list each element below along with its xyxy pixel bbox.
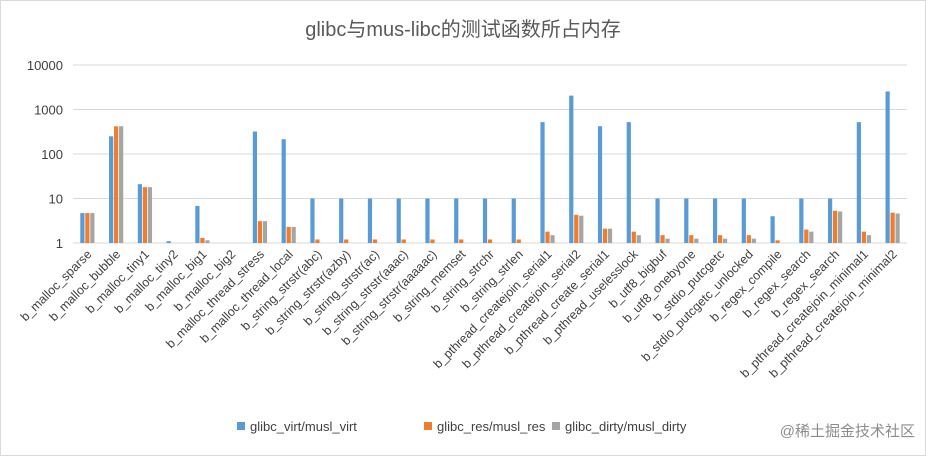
- y-tick-label: 10000: [27, 58, 63, 73]
- bar-res: [660, 235, 665, 243]
- bar-res: [430, 239, 435, 243]
- legend-label: glibc_dirty/musl_dirty: [565, 419, 687, 434]
- bar-res: [804, 229, 809, 243]
- bar-dirty: [291, 226, 296, 243]
- bar-res: [574, 214, 579, 243]
- bar-virt: [597, 126, 603, 243]
- bar-dirty: [147, 187, 152, 243]
- bar-virt: [540, 122, 545, 243]
- legend-swatch: [237, 422, 245, 430]
- bar-virt: [482, 198, 488, 243]
- bar-virt: [856, 122, 861, 243]
- bar-dirty: [579, 215, 584, 243]
- x-axis-category-labels: b_malloc_sparseb_malloc_bubbleb_malloc_t…: [18, 247, 900, 381]
- bar-res: [315, 239, 320, 243]
- y-tick-label: 10: [49, 192, 63, 207]
- chart-title: glibc与mus-libc的测试函数所占内存: [305, 18, 621, 41]
- bar-res: [775, 240, 780, 243]
- bar-virt: [684, 198, 689, 243]
- y-tick-label: 1000: [34, 103, 63, 118]
- bar-res: [85, 213, 90, 243]
- bar-res: [861, 231, 866, 243]
- y-tick-label: 1: [56, 236, 63, 251]
- bar-virt: [741, 198, 746, 243]
- bar-res: [344, 239, 349, 243]
- bar-dirty: [636, 235, 641, 243]
- bar-res: [631, 231, 636, 243]
- bar-virt: [626, 122, 631, 243]
- bar-virt: [109, 136, 114, 243]
- bar-virt: [137, 184, 142, 243]
- y-axis-tick-labels: 1 10 100 1000 10000: [27, 58, 63, 251]
- bar-dirty: [694, 238, 699, 243]
- bar-dirty: [809, 231, 814, 243]
- bar-virt: [770, 216, 775, 243]
- bar-virt: [367, 198, 373, 243]
- bar-dirty: [90, 213, 95, 243]
- bar-virt: [252, 131, 258, 243]
- bar-virt: [712, 198, 718, 243]
- y-tick-label: 100: [41, 147, 63, 162]
- bar-res: [142, 187, 147, 243]
- bar-dirty: [119, 126, 124, 243]
- bar-res: [689, 235, 694, 243]
- bar-res: [257, 221, 263, 243]
- bar-res: [286, 226, 291, 243]
- bar-res: [200, 237, 205, 243]
- bar-res: [833, 210, 838, 243]
- bar-res: [114, 126, 119, 243]
- bar-virt: [511, 198, 516, 243]
- bar-res: [890, 212, 895, 243]
- watermark-text: @稀土掘金技术社区: [780, 423, 915, 440]
- bar-res: [516, 239, 521, 243]
- bar-virt: [425, 198, 430, 243]
- bar-dirty: [665, 238, 670, 243]
- bar-virt: [655, 198, 660, 243]
- bar-res: [746, 235, 751, 243]
- bar-res: [401, 239, 406, 243]
- bar-res: [372, 239, 378, 243]
- bar-res: [602, 228, 608, 243]
- bar-dirty: [838, 211, 843, 243]
- bar-dirty: [205, 240, 210, 243]
- bars: [80, 91, 900, 243]
- bar-virt: [310, 198, 315, 243]
- legend-label: glibc_res/musl_res: [437, 419, 546, 434]
- legend-swatch: [424, 422, 432, 430]
- bar-virt: [885, 91, 890, 243]
- bar-dirty: [751, 238, 756, 243]
- bar-virt: [339, 198, 344, 243]
- bar-virt: [569, 95, 574, 243]
- bar-virt: [454, 198, 459, 243]
- legend-swatch: [552, 422, 560, 430]
- bar-dirty: [262, 221, 268, 243]
- legend: glibc_virt/musl_virt glibc_res/musl_res gl…: [237, 419, 687, 434]
- bar-dirty: [722, 238, 728, 243]
- bar-dirty: [866, 235, 871, 243]
- bar-res: [545, 231, 550, 243]
- bar-virt: [396, 198, 401, 243]
- bar-virt: [828, 198, 833, 243]
- bar-virt: [195, 205, 200, 243]
- bar-res: [717, 235, 723, 243]
- bar-virt: [166, 241, 171, 243]
- bar-virt: [799, 198, 804, 243]
- bar-dirty: [895, 213, 900, 243]
- bar-res: [459, 239, 464, 243]
- bar-dirty: [607, 228, 613, 243]
- gridlines: [73, 64, 907, 244]
- bar-res: [487, 239, 493, 243]
- bar-virt: [281, 139, 286, 243]
- bar-virt: [80, 213, 85, 243]
- legend-label: glibc_virt/musl_virt: [250, 419, 357, 434]
- bar-dirty: [550, 235, 555, 243]
